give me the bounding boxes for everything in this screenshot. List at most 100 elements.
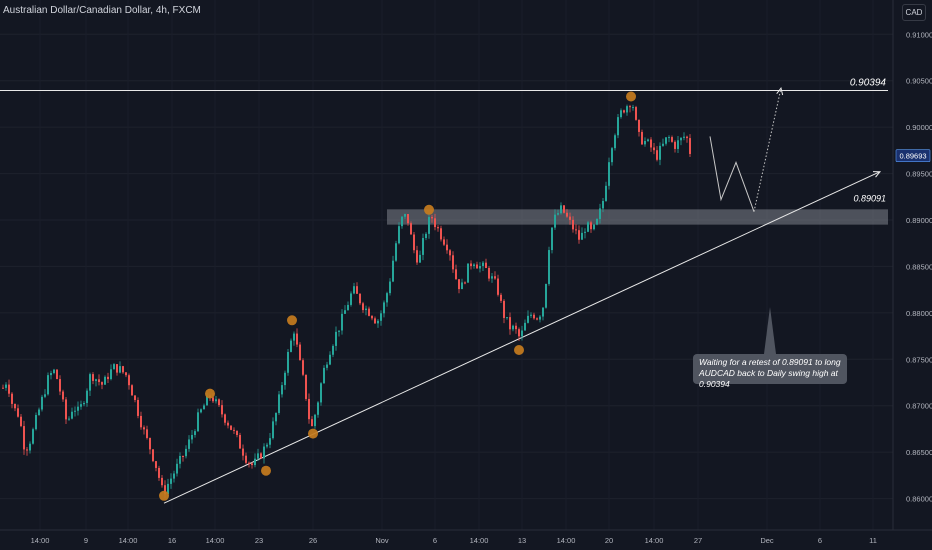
candle-body [527,315,529,323]
candle-body [89,374,91,391]
candle-body [92,374,94,381]
candle-body [113,364,115,370]
projection-path[interactable] [709,136,755,212]
candle-body [431,217,433,219]
annotation-callout[interactable]: Waiting for a retest of 0.89091 to long … [693,354,847,389]
candle-body [278,394,280,413]
projection-path-up[interactable] [753,88,782,212]
candle-body [635,107,637,120]
support-zone [387,209,888,225]
candle-body [8,384,10,394]
grid [0,33,893,500]
candle-body [578,230,580,240]
candle-body [659,145,661,160]
candle-body [395,243,397,261]
price-tick-label: 0.91000 [906,30,932,39]
candle-body [212,397,214,402]
candle-body [128,375,130,386]
candle-body [281,385,283,395]
candle-body [443,239,445,245]
time-tick-label: 26 [309,536,317,545]
annotation-line-1: Waiting for a retest of 0.89091 to long [699,357,841,367]
swing-marker [308,428,318,439]
candle-body [422,238,424,255]
candle-body [338,330,340,332]
candle-body [269,438,271,445]
candle-body [50,372,52,376]
swing-marker [626,91,636,102]
candle-body [551,227,553,251]
candle-body [674,141,676,149]
candle-body [623,110,625,113]
candle-body [488,267,490,279]
candle-body [518,329,520,337]
candle-body [29,443,31,451]
time-tick-label: 23 [255,536,263,545]
candle-body [383,302,385,314]
time-tick-label: 6 [433,536,437,545]
candle-body [641,131,643,145]
candle-body [23,426,25,450]
candle-body [389,281,391,294]
time-axis[interactable]: 14:00 9 14:00 16 14:00 23 26 Nov 6 14:00 13 14:00 20… [0,529,932,545]
candle-body [173,473,175,479]
candle-body [86,390,88,403]
candle-body [149,437,151,450]
candle-body [638,119,640,132]
candle-body [545,283,547,308]
candle-body [44,394,46,397]
projection-arrowhead-shape [776,87,784,96]
candle-body [668,137,670,139]
candle-body [656,150,658,160]
candle-body [512,325,514,330]
candle-body [329,354,331,365]
candle-body [200,409,202,413]
candle-body [611,148,613,163]
candle-body [596,218,598,225]
candle-body [245,455,247,463]
candle-body [296,333,298,345]
candle-body [236,430,238,435]
candle-body [35,415,37,430]
candle-body [599,208,601,219]
candle-body [107,376,109,380]
candle-body [455,269,457,280]
candle-body [380,313,382,321]
candle-body [224,414,226,423]
swing-marker [261,465,271,476]
candle-body [305,374,307,399]
candle-body [185,448,187,457]
projection-arrowhead [776,87,784,96]
candle-body [521,330,523,337]
candle-body [653,147,655,151]
currency-button[interactable]: CAD [902,4,926,21]
candle-body [365,308,367,311]
candle-body [146,429,148,438]
candle-body [416,250,418,263]
price-tick-label: 0.88500 [906,262,932,271]
time-tick-label: 14:00 [119,536,138,545]
candle-body [566,212,568,217]
time-tick-label: 27 [694,536,702,545]
candle-body [257,453,259,459]
candle-body [119,366,121,373]
candle-body [548,250,550,284]
annotation-line-2: AUDCAD back to Daily swing high at 0.903… [699,368,838,389]
candle-body [101,382,103,385]
last-price-label: 0.89693 [899,151,926,160]
candle-body [323,367,325,384]
candle-body [134,395,136,400]
last-price-tag: 0.89693 [895,149,931,162]
candle-body [320,383,322,403]
price-tick-label: 0.90500 [906,77,932,86]
candle-body [155,461,157,468]
candle-body [332,345,334,355]
candle-body [308,398,310,420]
candle-body [242,448,244,456]
candle-body [524,322,526,331]
candle-body [182,455,184,457]
candle-body [161,477,163,486]
candle-body [14,403,16,409]
price-axis[interactable]: 0.91000 0.90500 0.90000 0.89500 0.89000 0.885… [892,0,932,530]
